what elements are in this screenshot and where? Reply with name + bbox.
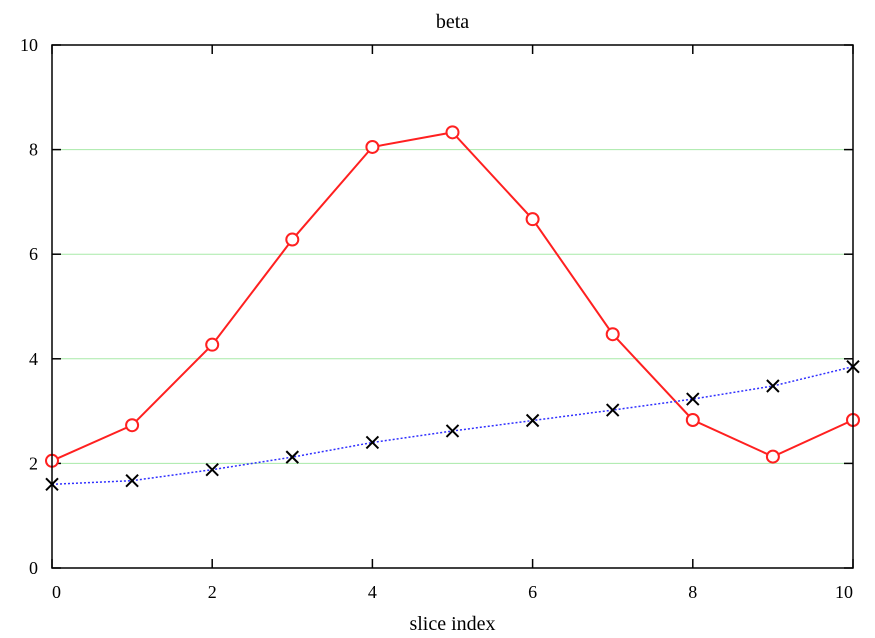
series-2-point — [205, 462, 219, 477]
series-2-point — [766, 379, 780, 393]
series-1-point — [285, 232, 300, 247]
x-tick-label: 0 — [52, 582, 61, 602]
series-2-point — [125, 473, 139, 488]
series-2-point — [605, 403, 620, 417]
tick-layer: 0 2 4 6 8 10 0 2 4 6 8 10 — [20, 35, 854, 602]
series-1-point — [365, 139, 380, 154]
series-1-point — [765, 449, 780, 464]
x-tick-label: 2 — [208, 582, 217, 602]
series-2-point — [285, 450, 300, 464]
series-1-point — [205, 337, 220, 352]
y-tick-label: 6 — [29, 244, 38, 264]
series-1-point — [685, 412, 700, 427]
series-2-point — [445, 424, 460, 438]
series-2 — [45, 359, 860, 492]
series-layer — [45, 125, 860, 492]
x-tick-label: 6 — [528, 582, 537, 602]
x-tick-label: 8 — [688, 582, 697, 602]
y-tick-label: 10 — [20, 35, 38, 55]
series-1 — [45, 125, 860, 468]
y-tick-label: 4 — [29, 349, 38, 369]
chart-title: beta — [436, 11, 469, 33]
y-tick-label: 8 — [29, 140, 38, 160]
series-1-point — [525, 212, 540, 227]
series-1-line — [51, 131, 854, 462]
series-1-point — [445, 125, 460, 140]
x-axis-title: slice index — [409, 613, 495, 635]
series-1-point — [125, 418, 140, 433]
y-tick-label: 0 — [29, 558, 38, 578]
series-2-point — [686, 392, 700, 406]
series-1-point — [605, 327, 620, 342]
x-tick-label: 4 — [368, 582, 377, 602]
series-2-point — [525, 413, 540, 428]
plot-frame — [51, 44, 854, 569]
x-tick-label: 10 — [835, 582, 853, 602]
series-2-point — [365, 435, 380, 450]
grid-layer — [52, 149, 853, 464]
y-tick-label: 2 — [29, 453, 38, 473]
